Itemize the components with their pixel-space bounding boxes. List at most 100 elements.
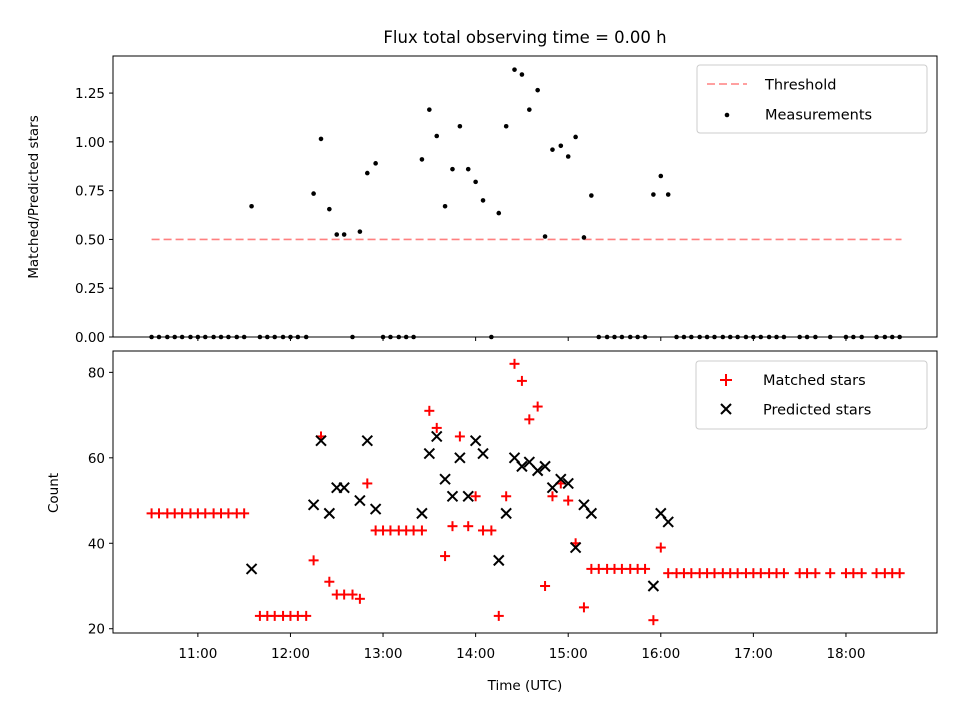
measurement-point xyxy=(665,192,671,197)
predicted-star-point xyxy=(477,447,489,460)
matched-star-point xyxy=(486,525,497,536)
predicted-star-point xyxy=(662,516,674,528)
measurement-point xyxy=(535,87,540,93)
matched-star-point xyxy=(454,431,465,442)
count-axes-frame xyxy=(112,350,938,634)
matched-star-point xyxy=(440,551,451,562)
count-y-tick-label: 80 xyxy=(88,365,105,381)
matched-star-point xyxy=(778,568,789,579)
matched-star-point xyxy=(894,568,905,579)
predicted-star-point xyxy=(315,435,327,447)
predicted-star-point xyxy=(546,482,559,494)
predicted-star-point xyxy=(469,435,482,447)
predicted-star-point xyxy=(523,456,536,468)
matched-star-point xyxy=(463,521,474,532)
matched-star-point xyxy=(578,602,589,613)
measurement-point xyxy=(573,134,578,140)
predicted-star-point xyxy=(539,460,551,473)
ratio-y-ticks: 0.00 0.25 0.50 0.75 1.00 1.25 xyxy=(75,86,113,346)
measurement-point xyxy=(341,232,347,237)
count-y-tick-label: 20 xyxy=(88,622,105,638)
ratio-y-tick-label: 1.00 xyxy=(75,135,105,151)
predicted-star-point xyxy=(439,473,451,485)
predicted-star-point xyxy=(338,482,350,494)
measurement-point xyxy=(357,229,363,234)
measurement-point xyxy=(651,192,656,197)
ratio-panel: 0.00 0.25 0.50 0.75 1.00 1.25 Matched/Predict… xyxy=(26,55,938,346)
measurement-point xyxy=(457,123,463,129)
predicted-star-point xyxy=(562,477,574,490)
matched-star-point xyxy=(810,568,821,579)
count-y-tick-label: 60 xyxy=(88,451,105,467)
matched-star-point xyxy=(431,422,442,433)
measurement-point xyxy=(658,173,664,179)
x-tick-label: 12:00 xyxy=(271,646,310,662)
matched-star-point xyxy=(301,610,312,621)
predicted-star-point xyxy=(454,452,466,464)
matched-star-point xyxy=(239,508,250,519)
threshold-legend-label: Threshold xyxy=(764,78,836,94)
measurement-point xyxy=(434,133,440,139)
measurement-point xyxy=(427,107,432,112)
measurement-point xyxy=(527,107,532,112)
matched-star-point xyxy=(416,525,427,536)
ratio-legend-box xyxy=(696,64,928,134)
count-legend: Matched stars Predicted stars xyxy=(695,360,928,430)
ratio-y-tick-label: 0.75 xyxy=(75,184,105,200)
measurement-point xyxy=(442,203,448,209)
matched-star-point xyxy=(324,576,335,587)
measurements-legend-marker xyxy=(724,112,730,118)
count-x-ticks: 11:00 12:00 13:00 14:00 15:00 16:00 17:00 18:00 xyxy=(178,633,865,662)
measurement-point xyxy=(450,166,455,172)
x-tick-label: 16:00 xyxy=(641,646,680,662)
x-tick-label: 15:00 xyxy=(549,646,588,662)
ratio-y-tick-label: 0.50 xyxy=(75,232,105,248)
measurement-point xyxy=(542,234,548,239)
matched-star-point xyxy=(648,615,659,626)
count-y-axis-label: Count xyxy=(46,473,62,513)
matched-star-point xyxy=(447,521,458,532)
matched-star-point xyxy=(509,358,520,369)
ratio-y-tick-label: 1.25 xyxy=(75,86,105,102)
matched-star-point xyxy=(308,555,319,566)
measurement-point xyxy=(503,123,509,129)
matched-star-point xyxy=(501,491,512,502)
matched-star-point xyxy=(424,405,435,416)
matched-star-point xyxy=(856,568,867,579)
measurement-point xyxy=(334,232,340,237)
matched-star-point xyxy=(540,581,551,591)
count-plot-area xyxy=(146,358,905,626)
measurement-point xyxy=(550,147,555,152)
x-tick-label: 18:00 xyxy=(827,646,866,662)
predicted-star-point xyxy=(647,580,660,592)
x-axis-label: Time (UTC) xyxy=(487,678,563,694)
measurement-point xyxy=(581,235,587,240)
ratio-y-axis-label: Matched/Predicted stars xyxy=(26,115,42,278)
matched-legend-marker xyxy=(720,374,732,386)
measurement-point xyxy=(480,198,486,203)
matched-star-point xyxy=(362,478,373,489)
measurements-legend-label: Measurements xyxy=(765,108,872,124)
ratio-axes-frame xyxy=(112,55,938,338)
measurement-point xyxy=(365,170,370,176)
x-tick-label: 11:00 xyxy=(178,646,217,662)
matched-star-point xyxy=(354,593,365,604)
matched-star-point xyxy=(640,563,651,574)
ratio-y-tick-label: 0.00 xyxy=(75,330,105,346)
predicted-star-point xyxy=(354,494,366,507)
predicted-legend-label: Predicted stars xyxy=(763,403,871,419)
predicted-star-point xyxy=(423,447,436,460)
measurement-point xyxy=(512,67,517,72)
measurement-point xyxy=(565,154,571,159)
predicted-star-point xyxy=(585,507,598,520)
measurement-point xyxy=(249,203,254,209)
count-y-ticks: 20 40 60 80 xyxy=(88,365,113,638)
matched-star-point xyxy=(470,491,481,502)
predicted-star-point xyxy=(569,541,582,554)
x-tick-label: 14:00 xyxy=(456,646,495,662)
ratio-x-ticks xyxy=(197,337,847,341)
matched-star-point xyxy=(493,610,504,621)
predicted-star-point xyxy=(531,464,544,477)
